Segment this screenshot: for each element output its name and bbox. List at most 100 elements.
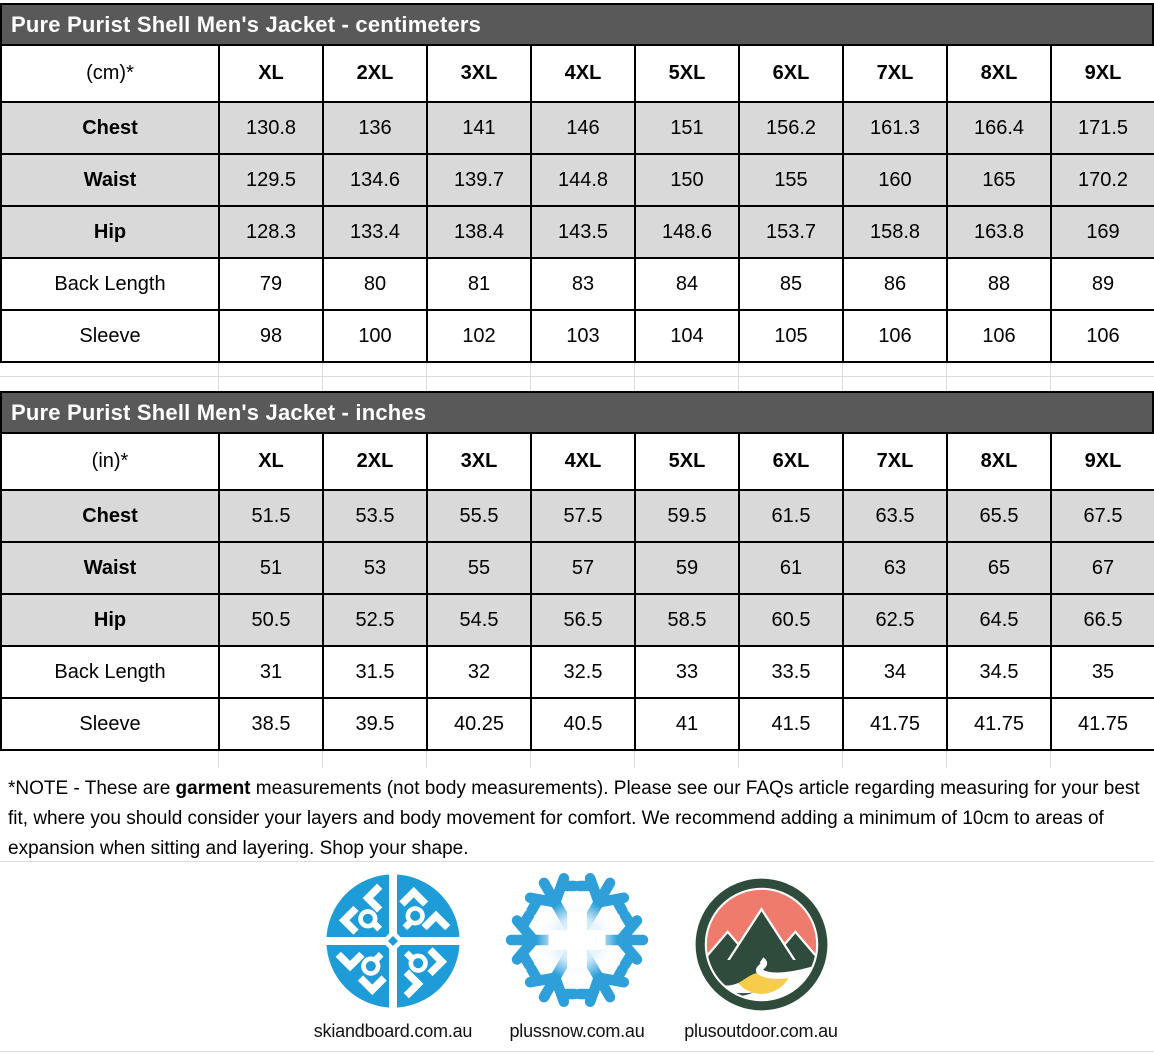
measurement-value-cell: 102 [426,309,532,363]
measurement-value-cell: 32.5 [530,645,636,699]
sheet-gridlines-gap [0,751,1154,768]
snowflake-plus-icon [502,865,652,1015]
measurement-value-cell: 61.5 [738,489,844,543]
measurement-row: Waist 129.5 134.6 139.7 144.8 150 155 160 165 170… [0,153,1154,207]
measurement-value-cell: 83 [530,257,636,311]
size-column-header: 3XL [426,432,532,491]
measurement-value-cell: 55 [426,541,532,595]
measurement-value-cell: 55.5 [426,489,532,543]
measurement-value-cell: 106 [946,309,1052,363]
measurement-value-cell: 59.5 [634,489,740,543]
size-header-row: (cm)* XL 2XL 3XL 4XL 5XL 6XL 7XL 8XL 9XL [0,44,1154,103]
measurement-row: Chest 51.5 53.5 55.5 57.5 59.5 61.5 63.5 65.5 67.… [0,489,1154,543]
row-label-cell: Back Length [0,257,220,311]
measurement-row: Sleeve 38.5 39.5 40.25 40.5 41 41.5 41.75 41.75 4… [0,697,1154,751]
measurement-value-cell: 41.75 [1050,697,1154,751]
measurement-value-cell: 52.5 [322,593,428,647]
gridline-v [842,363,843,391]
size-column-header: 9XL [1050,432,1154,491]
measurement-value-cell: 106 [1050,309,1154,363]
measurement-value-cell: 89 [1050,257,1154,311]
measurement-value-cell: 34.5 [946,645,1052,699]
measurement-row: Sleeve 98 100 102 103 104 105 106 106 106 [0,309,1154,363]
measurement-value-cell: 104 [634,309,740,363]
gridline-v [218,363,219,391]
size-column-header: 4XL [530,432,636,491]
measurement-value-cell: 136 [322,101,428,155]
size-column-header: 5XL [634,44,740,103]
gridline-v [738,363,739,391]
measurement-row: Back Length 79 80 81 83 84 85 86 88 89 [0,257,1154,311]
cm-table-title: Pure Purist Shell Men's Jacket - centime… [0,3,1154,46]
measurement-value-cell: 41.75 [842,697,948,751]
measurement-row: Waist 51 53 55 57 59 61 63 65 67 [0,541,1154,595]
gridline-v [530,363,531,391]
row-label-cell: Back Length [0,645,220,699]
measurement-value-cell: 40.25 [426,697,532,751]
measurement-value-cell: 59 [634,541,740,595]
measurement-value-cell: 63.5 [842,489,948,543]
measurement-value-cell: 32 [426,645,532,699]
logo-skiandboard: skiandboard.com.au [309,867,477,1042]
gridline-v [322,751,323,768]
gridline-v [842,751,843,768]
measurement-value-cell: 58.5 [634,593,740,647]
measurement-row: Hip 50.5 52.5 54.5 56.5 58.5 60.5 62.5 64.5 66.5 [0,593,1154,647]
measurement-value-cell: 103 [530,309,636,363]
measurement-value-cell: 66.5 [1050,593,1154,647]
logo-label-plusoutdoor: plusoutdoor.com.au [684,1021,838,1041]
measurement-value-cell: 33.5 [738,645,844,699]
measurement-value-cell: 53.5 [322,489,428,543]
cm-table-section: Pure Purist Shell Men's Jacket - centime… [0,3,1154,363]
measurement-value-cell: 38.5 [218,697,324,751]
note-suffix: measurements (not body measurements). Pl… [8,778,1140,859]
measurement-row: Back Length 31 31.5 32 32.5 33 33.5 34 34.5 35 [0,645,1154,699]
gridline-v [530,751,531,768]
measurement-value-cell: 169 [1050,205,1154,259]
measurement-value-cell: 39.5 [322,697,428,751]
gridline-h [0,1051,1154,1052]
row-label-cell: Chest [0,101,220,155]
cm-size-table: (cm)* XL 2XL 3XL 4XL 5XL 6XL 7XL 8XL 9XL Chest 130.… [0,44,1154,363]
measurement-value-cell: 156.2 [738,101,844,155]
snowflake-circle-icon [320,868,466,1014]
measurement-value-cell: 79 [218,257,324,311]
measurement-value-cell: 80 [322,257,428,311]
row-label-cell: Sleeve [0,309,220,363]
measurement-value-cell: 57 [530,541,636,595]
measurement-value-cell: 146 [530,101,636,155]
size-column-header: 3XL [426,44,532,103]
unit-header-cell: (in)* [0,432,220,491]
note-prefix: *NOTE - These are [8,778,176,799]
measurement-value-cell: 33 [634,645,740,699]
measurement-value-cell: 40.5 [530,697,636,751]
measurement-value-cell: 163.8 [946,205,1052,259]
measurement-value-cell: 151 [634,101,740,155]
measurement-value-cell: 60.5 [738,593,844,647]
logo-plusoutdoor: plusoutdoor.com.au [677,874,845,1042]
measurement-value-cell: 160 [842,153,948,207]
note-text: *NOTE - These are garment measurements (… [0,768,1154,861]
size-column-header: 6XL [738,44,844,103]
size-column-header: 8XL [946,44,1052,103]
gridline-v [634,751,635,768]
measurement-value-cell: 65 [946,541,1052,595]
measurement-value-cell: 128.3 [218,205,324,259]
measurement-value-cell: 143.5 [530,205,636,259]
measurement-value-cell: 144.8 [530,153,636,207]
row-label-cell: Waist [0,541,220,595]
size-column-header: 7XL [842,44,948,103]
note-bold-word: garment [175,778,251,799]
measurement-value-cell: 54.5 [426,593,532,647]
gridline-v [634,363,635,391]
measurement-value-cell: 141 [426,101,532,155]
measurement-value-cell: 67 [1050,541,1154,595]
gridline-v [218,751,219,768]
measurement-value-cell: 51.5 [218,489,324,543]
measurement-value-cell: 158.8 [842,205,948,259]
unit-header-cell: (cm)* [0,44,220,103]
measurement-value-cell: 81 [426,257,532,311]
measurement-value-cell: 31 [218,645,324,699]
gridline-h [0,861,1154,862]
measurement-row: Hip 128.3 133.4 138.4 143.5 148.6 153.7 158.8 16… [0,205,1154,259]
